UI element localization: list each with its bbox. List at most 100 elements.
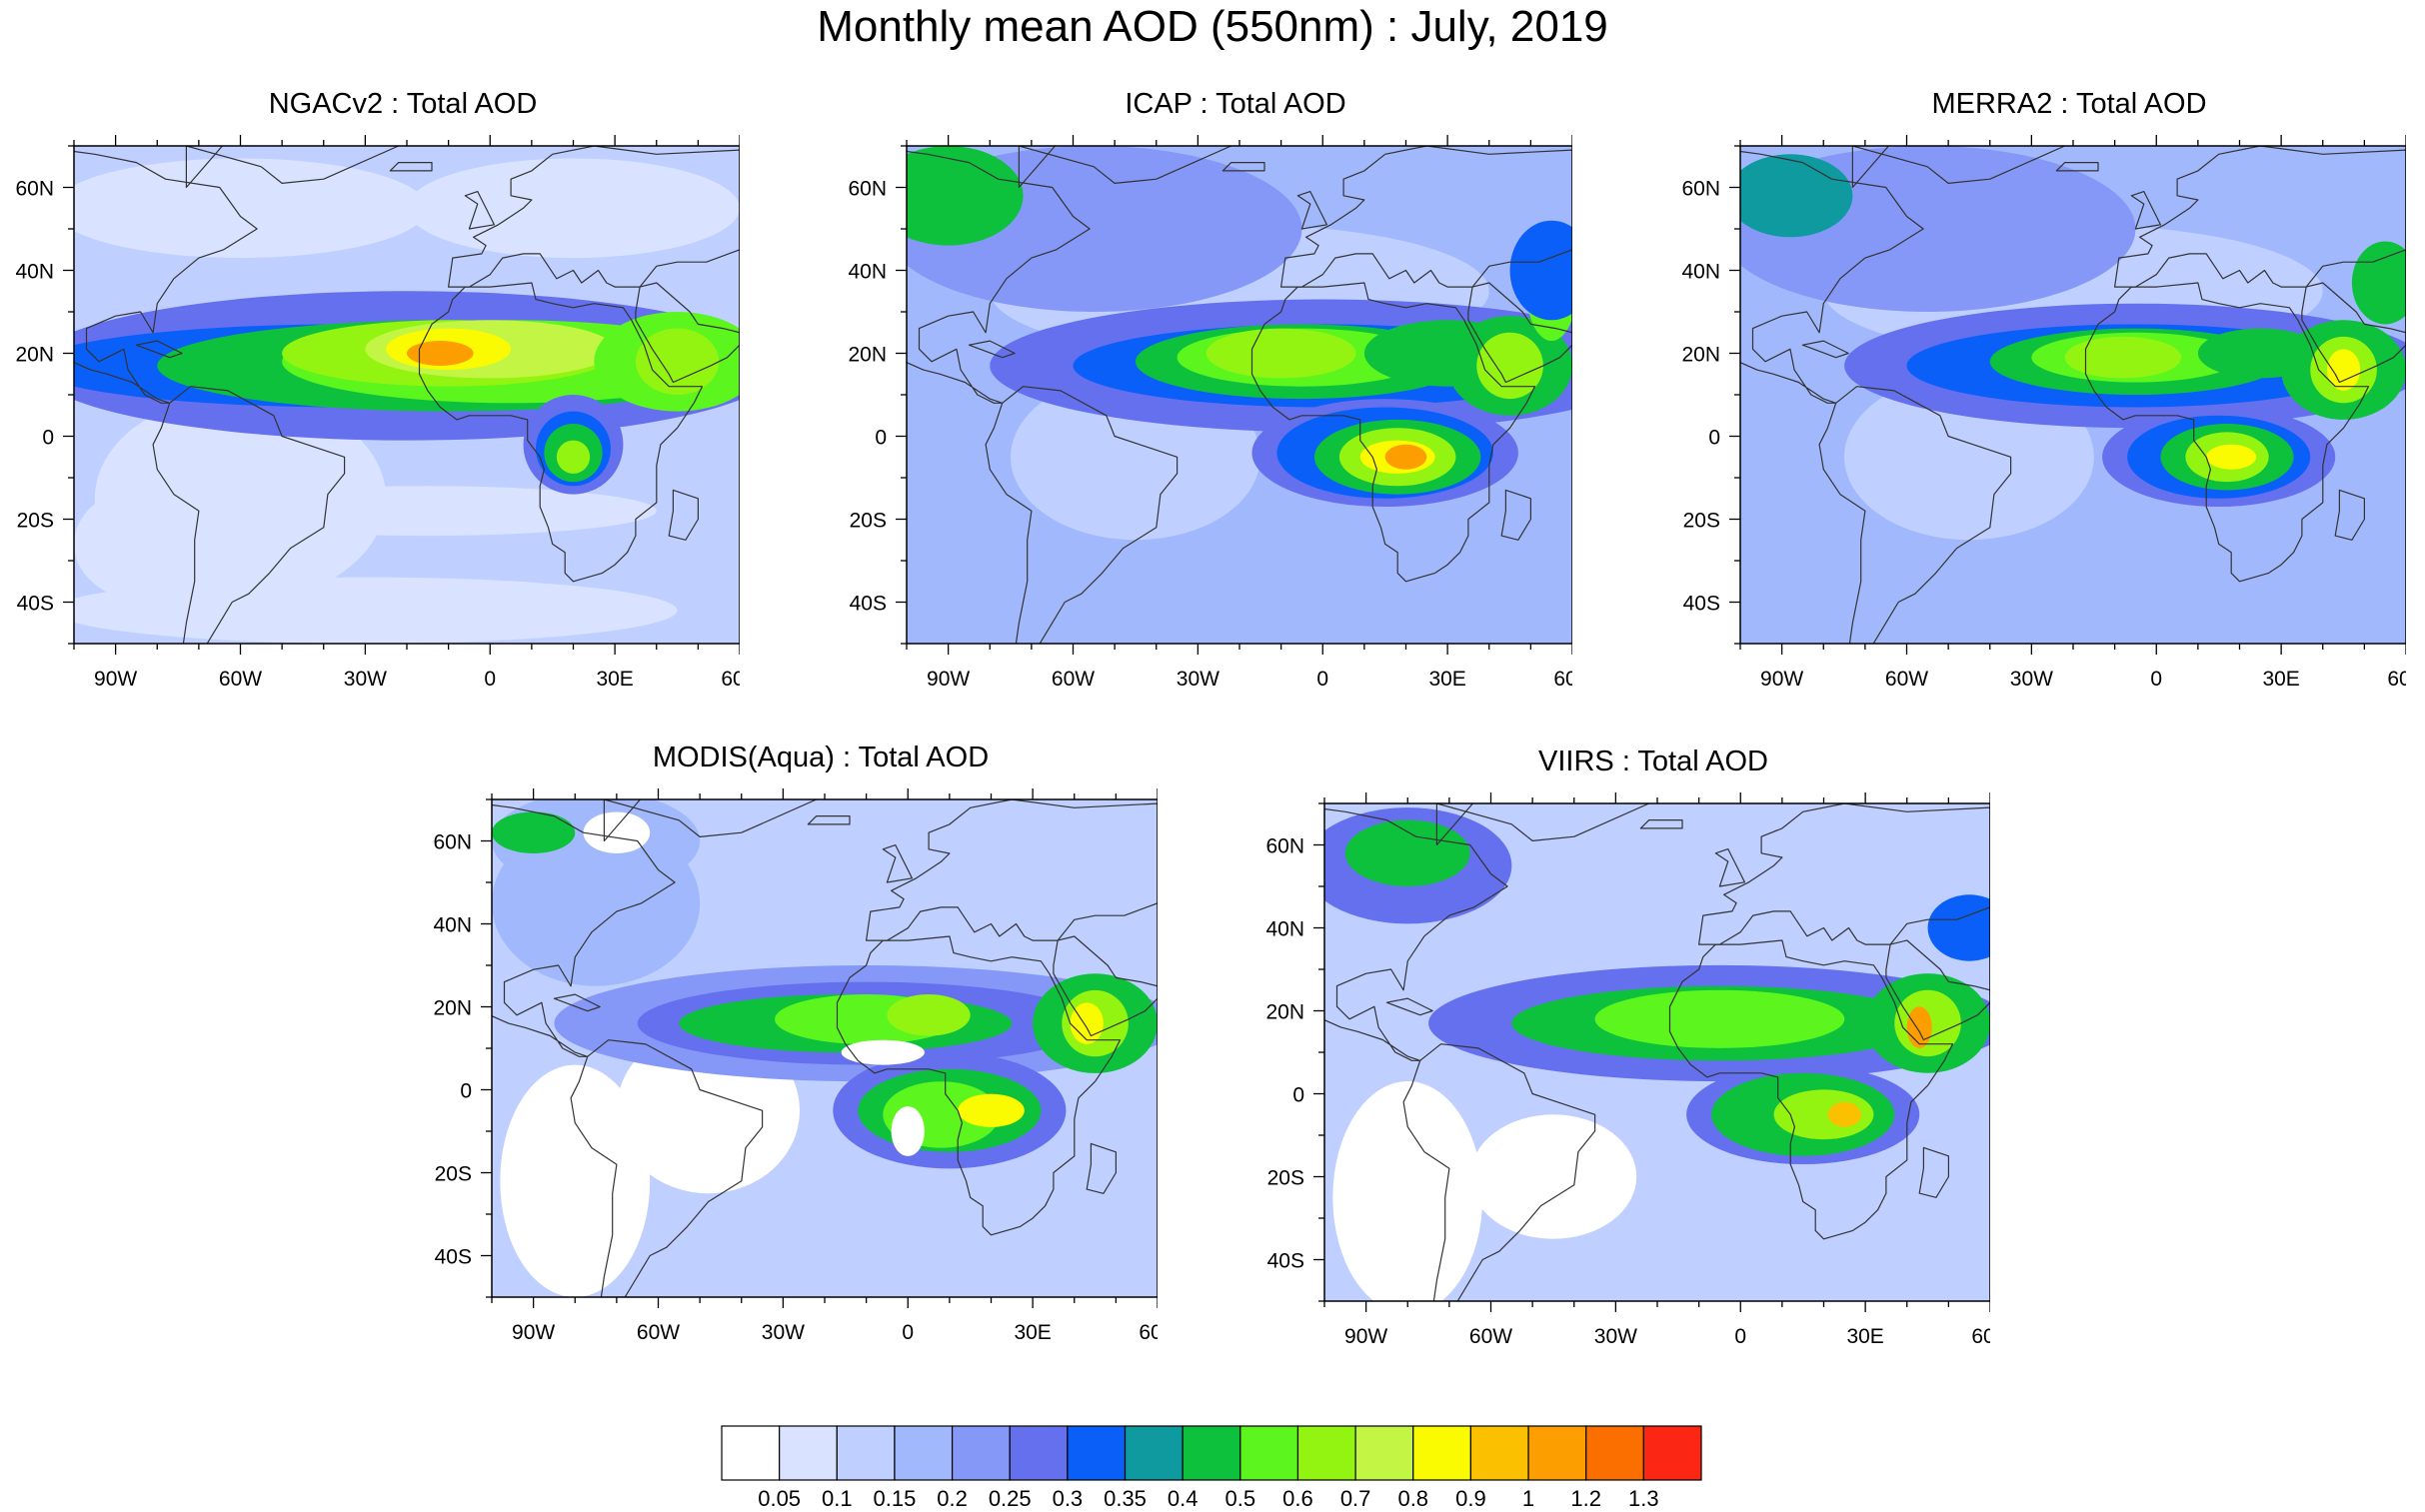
lat-tick-label: 0 (460, 1080, 472, 1103)
coastline (1500, 489, 1532, 541)
lon-tick-label: 60E (1139, 1321, 1158, 1341)
coastline (1818, 386, 2012, 644)
colorbar-swatch (1296, 1425, 1356, 1481)
coastline (1221, 161, 1265, 172)
map-plot: 90W 60W 30W 0 30E 60E 60N 40N 20N 0 20S 40S (1681, 135, 2406, 688)
colorbar-tick-label: 0.6 (1282, 1486, 1313, 1511)
coastline (866, 799, 1158, 941)
aod-contour-region (1384, 444, 1427, 470)
aod-contour-region (556, 440, 591, 474)
coastline (185, 146, 400, 189)
lon-tick-label: 0 (1734, 1325, 1746, 1345)
lon-tick-label: 60E (1553, 668, 1572, 688)
aod-contour-region (1344, 819, 1470, 886)
lon-tick-label: 0 (1316, 668, 1328, 688)
aod-contour-region (407, 158, 740, 259)
coastline (1402, 1043, 1596, 1301)
coastline (1250, 282, 1536, 583)
aod-contour-region (841, 1039, 925, 1065)
lat-tick-label: 20N (1265, 1001, 1304, 1024)
coastline (1385, 997, 1433, 1016)
coastline (570, 1039, 764, 1297)
colorbar-swatch (1067, 1425, 1127, 1481)
lat-tick-label: 20N (15, 344, 54, 367)
coastline (1885, 939, 1990, 1041)
colorbar-tick-label: 1.2 (1570, 1486, 1601, 1511)
lon-tick-label: 30E (1846, 1325, 1883, 1345)
colorbar-tick-label: 0.25 (988, 1486, 1032, 1511)
colorbar-swatch (836, 1425, 896, 1481)
lon-tick-label: 30W (762, 1321, 805, 1341)
aod-contour-region (1773, 1089, 1874, 1140)
colorbar-tick-label: 0.7 (1339, 1486, 1371, 1511)
lon-tick-label: 30W (1594, 1325, 1637, 1345)
panel-title: MODIS(Aqua) : Total AOD (652, 742, 990, 773)
colorbar-swatch (1412, 1425, 1472, 1481)
colorbar-swatch (779, 1425, 838, 1481)
coastline (2084, 282, 2370, 583)
colorbar-tick-label: 0.9 (1455, 1486, 1486, 1511)
coastline (836, 935, 1122, 1236)
coastline (1698, 803, 1990, 945)
map-panel-viirs: VIIRS : Total AOD 90W 60W 30W 0 30E 60E 60N 40N… (1250, 746, 1990, 1345)
aod-contour-region (887, 994, 971, 1036)
colorbar-tick-label: 1 (1521, 1486, 1535, 1511)
lat-tick-label: 20S (435, 1163, 472, 1186)
aod-contour-region (1332, 1081, 1483, 1301)
aod-contour-region (1906, 1006, 1932, 1048)
lat-tick-label: 40N (433, 914, 472, 937)
aod-contour-region (1740, 154, 1853, 238)
map-plot: 90W 60W 30W 0 30E 60E 60N 40N 20N 0 20S 40S (848, 135, 1572, 688)
colorbar-swatch (1642, 1425, 1702, 1481)
colorbar-tick-label: 0.8 (1397, 1486, 1429, 1511)
coastline (553, 993, 601, 1012)
map-panel-ngacv2: NGACv2 : Total AOD 90W 60W 30W 0 30E 60E 60N 40… (0, 88, 740, 688)
lat-tick-label: 0 (1292, 1084, 1304, 1107)
aod-contour-region (2206, 444, 2257, 470)
coastline (807, 814, 851, 825)
colorbar-swatch (951, 1425, 1011, 1481)
lon-tick-label: 0 (902, 1321, 914, 1341)
colorbar-swatch (1354, 1425, 1414, 1481)
aod-contour-region (1206, 328, 1356, 379)
lat-tick-label: 40S (435, 1246, 472, 1269)
lat-tick-label: 60N (15, 178, 54, 201)
aod-contour-region (74, 158, 428, 259)
lon-tick-label: 30W (1177, 668, 1219, 688)
map-plot: 90W 60W 30W 0 30E 60E 60N 40N 20N 0 20S 40S (15, 135, 740, 688)
panel-title: VIIRS : Total AOD (1538, 746, 1768, 777)
lon-tick-label: 60E (721, 668, 740, 688)
lat-tick-label: 20N (433, 997, 472, 1020)
colorbar-tick-label: 0.3 (1052, 1486, 1084, 1511)
coastline (1740, 150, 1924, 404)
coastline (1918, 1146, 1950, 1198)
aod-contour-region (1476, 332, 1543, 400)
aod-contour-region (2064, 336, 2182, 379)
colorbar-swatch (721, 1425, 781, 1481)
coastline (448, 146, 740, 288)
coastline (2055, 161, 2099, 172)
lon-tick-label: 60W (219, 668, 262, 688)
coastline (1714, 847, 1745, 887)
colorbar-swatch (894, 1425, 954, 1481)
lat-tick-label: 20S (1683, 510, 1720, 533)
map-panel-icap: ICAP : Total AOD 90W 60W 30W 0 30E 60E 60N 40N 2… (833, 88, 1572, 688)
colorbar (721, 1425, 1702, 1481)
coastline (1801, 340, 1849, 359)
colorbar-tick-label: 0.05 (758, 1486, 802, 1511)
map-plot: 90W 60W 30W 0 30E 60E 60N 40N 20N 0 20S 40S (1265, 792, 1990, 1345)
coastline (1053, 935, 1158, 1037)
aod-contour-region (1927, 894, 1990, 961)
coastline (1668, 939, 1954, 1240)
lon-tick-label: 90W (1344, 1325, 1387, 1345)
map-plot: 90W 60W 30W 0 30E 60E 60N 40N 20N 0 20S 40S (433, 788, 1158, 1341)
lon-tick-label: 90W (927, 668, 970, 688)
coastline (418, 282, 704, 583)
map-panel-modis-aqua: MODIS(Aqua) : Total AOD 90W 60W 30W 0 30E 60E… (418, 742, 1158, 1341)
lat-tick-label: 40N (848, 261, 887, 284)
coastline (1851, 146, 2066, 189)
lon-tick-label: 60W (1052, 668, 1095, 688)
coastline (985, 386, 1179, 644)
coastline (135, 340, 183, 359)
lat-tick-label: 60N (848, 178, 887, 201)
